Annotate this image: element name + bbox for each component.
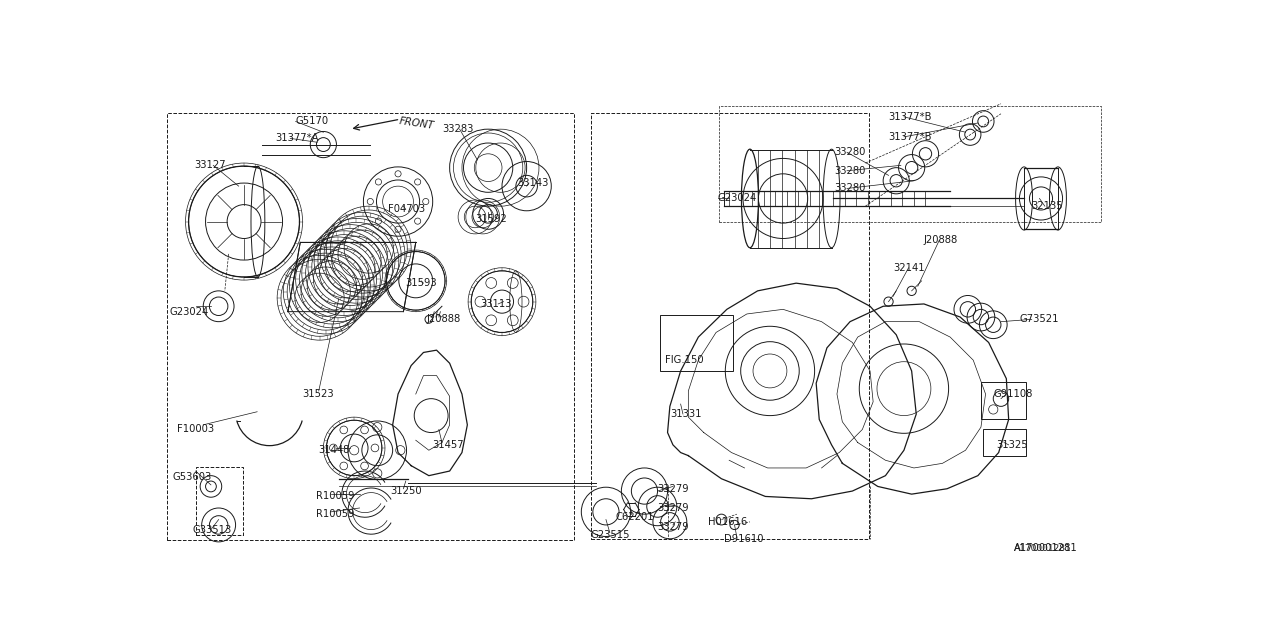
Text: G33513: G33513 — [192, 525, 232, 534]
Text: 33279: 33279 — [658, 503, 689, 513]
Text: 31523: 31523 — [302, 389, 333, 399]
Text: 31377*B: 31377*B — [888, 112, 932, 122]
Text: FIG.150: FIG.150 — [666, 355, 704, 365]
Text: A170001281: A170001281 — [1014, 543, 1078, 553]
Text: 33283: 33283 — [442, 124, 474, 134]
Text: C62201: C62201 — [616, 512, 654, 522]
Bar — [660, 316, 733, 371]
Text: G23515: G23515 — [590, 530, 630, 540]
Text: G23024: G23024 — [718, 193, 756, 204]
Text: 31331: 31331 — [669, 409, 701, 419]
Text: 33280: 33280 — [835, 184, 867, 193]
Text: G73521: G73521 — [1019, 314, 1059, 324]
Text: F10003: F10003 — [177, 424, 214, 435]
Bar — [590, 113, 869, 539]
Text: 31377*A: 31377*A — [275, 133, 319, 143]
Text: R10059: R10059 — [316, 492, 355, 502]
Text: D91610: D91610 — [723, 534, 763, 544]
Text: 32141: 32141 — [893, 263, 924, 273]
Bar — [196, 467, 243, 535]
Text: R10059: R10059 — [316, 509, 355, 519]
Text: 31377*B: 31377*B — [888, 132, 932, 142]
Text: 33127: 33127 — [195, 161, 225, 170]
Text: 33280: 33280 — [835, 147, 867, 157]
Text: A170001281: A170001281 — [1014, 543, 1071, 552]
Text: 33280: 33280 — [835, 166, 867, 176]
Text: 33279: 33279 — [658, 522, 689, 532]
Text: G5170: G5170 — [296, 116, 329, 127]
Text: F04703: F04703 — [388, 204, 425, 214]
Text: 31250: 31250 — [390, 486, 422, 496]
Bar — [980, 383, 1025, 419]
Bar — [168, 113, 573, 540]
Text: 31592: 31592 — [475, 214, 507, 224]
Text: H01616: H01616 — [708, 517, 748, 527]
Text: 31448: 31448 — [319, 445, 351, 455]
Text: FRONT: FRONT — [398, 116, 435, 131]
Text: 33143: 33143 — [517, 178, 549, 188]
Text: 31593: 31593 — [406, 278, 438, 288]
Text: G53603: G53603 — [173, 472, 211, 482]
Bar — [983, 429, 1025, 456]
Text: 33279: 33279 — [658, 484, 689, 493]
Text: G23024: G23024 — [169, 307, 209, 317]
Text: 32135: 32135 — [1032, 201, 1064, 211]
Text: J20888: J20888 — [426, 314, 461, 324]
Text: J20888: J20888 — [924, 235, 959, 245]
Text: 31325: 31325 — [996, 440, 1028, 450]
Text: 33113: 33113 — [480, 299, 512, 309]
Text: 31457: 31457 — [433, 440, 465, 450]
Text: G91108: G91108 — [993, 389, 1033, 399]
